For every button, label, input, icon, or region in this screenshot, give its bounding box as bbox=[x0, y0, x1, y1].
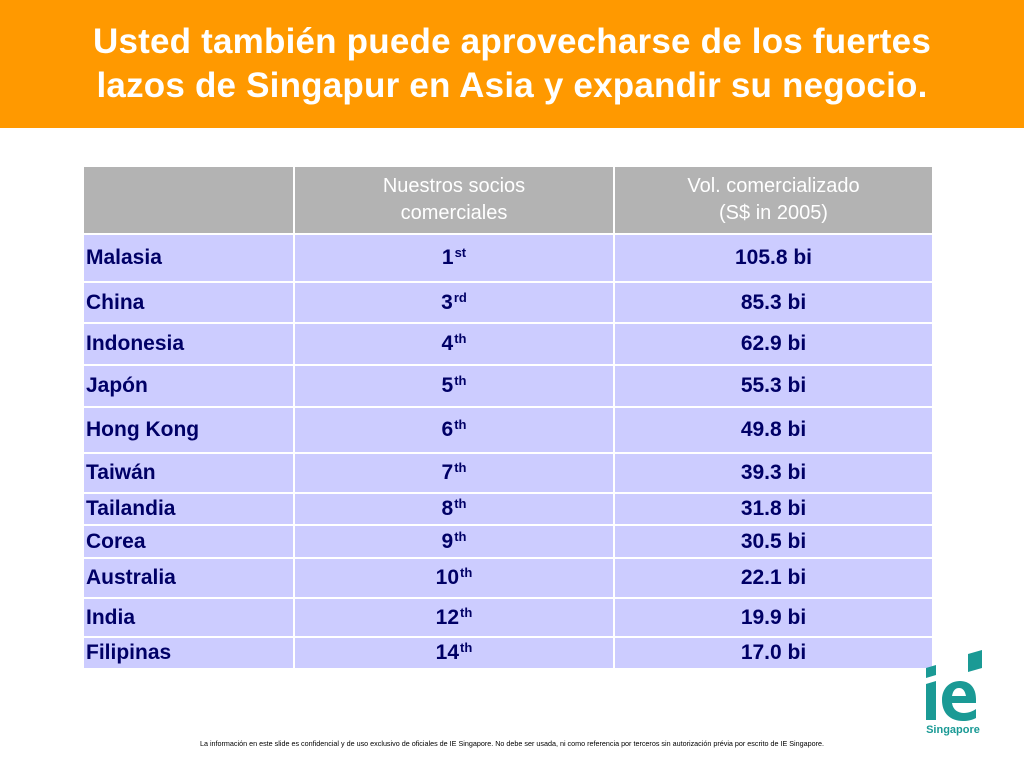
table-row: Taiwán 7th 39.3 bi bbox=[82, 452, 934, 494]
ie-singapore-logo-icon bbox=[926, 650, 982, 721]
table-row: Indonesia 4th 62.9 bi bbox=[82, 322, 934, 366]
volume-cell: 22.1 bi bbox=[613, 557, 934, 599]
volume-cell: 62.9 bi bbox=[613, 322, 934, 366]
rank-cell: 7th bbox=[293, 452, 615, 494]
rank-number: 1 bbox=[441, 246, 454, 269]
header-volume-line-2: (S$ in 2005) bbox=[719, 202, 828, 224]
rank-suffix: th bbox=[460, 565, 473, 580]
rank-cell: 9th bbox=[293, 524, 615, 559]
rank-suffix: th bbox=[454, 528, 467, 544]
volume-cell: 31.8 bi bbox=[613, 492, 934, 526]
rank-cell: 8th bbox=[293, 492, 615, 526]
table-row: Australia 10th 22.1 bi bbox=[82, 557, 934, 599]
volume-cell: 55.3 bi bbox=[613, 364, 934, 408]
rank-number: 5 bbox=[441, 374, 454, 397]
country-cell: India bbox=[82, 597, 295, 638]
country-cell: Filipinas bbox=[82, 636, 295, 670]
rank-suffix: rd bbox=[453, 289, 467, 305]
rank-number: 12 bbox=[435, 605, 460, 629]
country-cell: Indonesia bbox=[82, 322, 295, 366]
table-row: Filipinas 14th 17.0 bi bbox=[82, 636, 934, 670]
table-header-row: Nuestros socios comerciales Vol. comerci… bbox=[82, 165, 934, 235]
rank-number: 6 bbox=[441, 418, 454, 441]
trade-partners-table: Nuestros socios comerciales Vol. comerci… bbox=[82, 165, 934, 670]
header-partners-line-2: comerciales bbox=[400, 202, 508, 224]
table-row: Corea 9th 30.5 bi bbox=[82, 524, 934, 559]
rank-number: 7 bbox=[441, 461, 454, 484]
country-cell: Taiwán bbox=[82, 452, 295, 494]
country-cell: Australia bbox=[82, 557, 295, 599]
rank-suffix: th bbox=[460, 640, 473, 655]
header-partners: Nuestros socios comerciales bbox=[293, 165, 615, 235]
rank-cell: 12th bbox=[293, 597, 615, 638]
table-row: Tailandia 8th 31.8 bi bbox=[82, 492, 934, 526]
logo-e-shape bbox=[942, 681, 976, 721]
country-cell: Malasia bbox=[82, 233, 295, 283]
volume-cell: 85.3 bi bbox=[613, 281, 934, 324]
volume-cell: 17.0 bi bbox=[613, 636, 934, 670]
logo-i-stem bbox=[926, 681, 936, 720]
rank-suffix: th bbox=[454, 417, 467, 432]
volume-cell: 30.5 bi bbox=[613, 524, 934, 559]
header-partners-line-1: Nuestros socios bbox=[382, 175, 526, 197]
rank-suffix: th bbox=[454, 496, 467, 511]
slide-title-line-1: Usted también puede aprovecharse de los … bbox=[92, 22, 931, 61]
volume-cell: 49.8 bi bbox=[613, 406, 934, 454]
rank-cell: 6th bbox=[293, 406, 615, 454]
table-row: Hong Kong 6th 49.8 bi bbox=[82, 406, 934, 454]
country-cell: Japón bbox=[82, 364, 295, 408]
rank-suffix: th bbox=[454, 460, 467, 475]
rank-cell: 3rd bbox=[293, 281, 615, 324]
rank-cell: 14th bbox=[293, 636, 615, 670]
volume-cell: 19.9 bi bbox=[613, 597, 934, 638]
rank-number: 9 bbox=[441, 529, 454, 553]
rank-suffix: st bbox=[454, 245, 467, 260]
country-cell: Corea bbox=[82, 524, 295, 559]
country-cell: Hong Kong bbox=[82, 406, 295, 454]
volume-cell: 39.3 bi bbox=[613, 452, 934, 494]
rank-cell: 4th bbox=[293, 322, 615, 366]
country-cell: China bbox=[82, 281, 295, 324]
slide-title: Usted también puede aprovecharse de los … bbox=[93, 20, 931, 108]
confidentiality-footer: La información en este slide es confiden… bbox=[199, 739, 825, 748]
table-row: Malasia 1st 105.8 bi bbox=[82, 233, 934, 283]
table-row: Japón 5th 55.3 bi bbox=[82, 364, 934, 408]
logo-slash bbox=[968, 650, 982, 672]
header-volume: Vol. comercializado (S$ in 2005) bbox=[613, 165, 934, 235]
rank-cell: 5th bbox=[293, 364, 615, 408]
volume-cell: 105.8 bi bbox=[613, 233, 934, 283]
rank-cell: 1st bbox=[293, 233, 615, 283]
title-banner: Usted también puede aprovecharse de los … bbox=[0, 0, 1024, 128]
rank-number: 8 bbox=[441, 497, 454, 520]
rank-number: 10 bbox=[435, 566, 460, 589]
rank-suffix: th bbox=[460, 604, 473, 620]
rank-cell: 10th bbox=[293, 557, 615, 599]
rank-suffix: th bbox=[454, 331, 467, 346]
rank-suffix: th bbox=[454, 373, 467, 388]
rank-number: 3 bbox=[441, 290, 453, 314]
header-country bbox=[82, 165, 295, 235]
table-row: China 3rd 85.3 bi bbox=[82, 281, 934, 324]
country-cell: Tailandia bbox=[82, 492, 295, 526]
rank-number: 4 bbox=[441, 332, 454, 355]
header-volume-line-1: Vol. comercializado bbox=[687, 175, 860, 197]
rank-number: 14 bbox=[435, 641, 460, 664]
slide-title-line-2: lazos de Singapur en Asia y expandir su … bbox=[96, 66, 928, 105]
logo-dot bbox=[926, 665, 936, 678]
table-row: India 12th 19.9 bi bbox=[82, 597, 934, 638]
logo-text: Singapore bbox=[926, 724, 980, 736]
